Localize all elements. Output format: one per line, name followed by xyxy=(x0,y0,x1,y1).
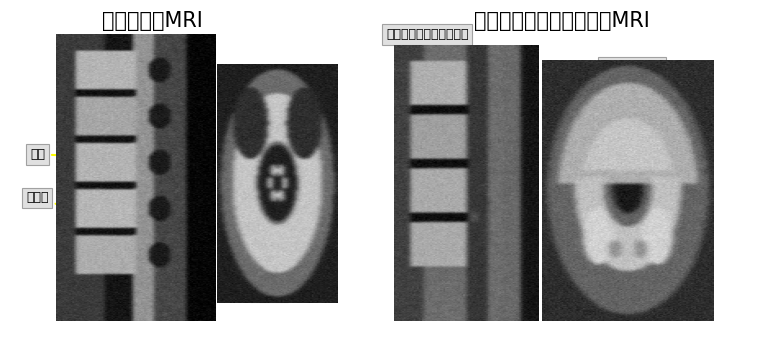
Text: 椎体: 椎体 xyxy=(30,148,118,161)
Text: 馬尾神経: 馬尾神経 xyxy=(243,242,284,299)
Text: 肥厚した黄色靱帯: 肥厚した黄色靱帯 xyxy=(602,61,661,117)
Text: 正常な腰椎MRI: 正常な腰椎MRI xyxy=(101,11,203,31)
Text: 腰部脊柱管狭窄症の腰椎MRI: 腰部脊柱管狭窄症の腰椎MRI xyxy=(473,11,650,31)
Text: 椎間板: 椎間板 xyxy=(27,191,113,223)
Text: 変性して膨隆した椎間板: 変性して膨隆した椎間板 xyxy=(386,28,469,79)
